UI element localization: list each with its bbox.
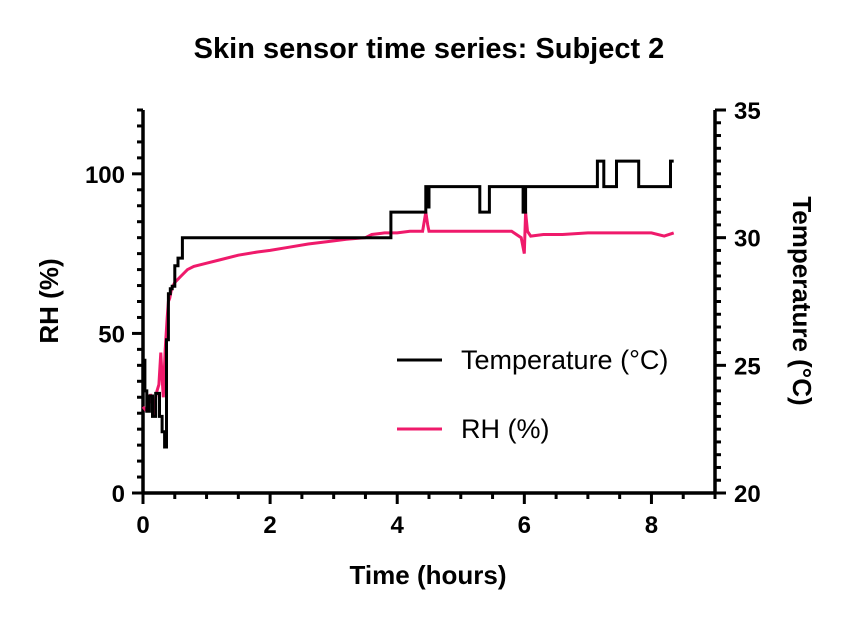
x-tick-label: 0 [136, 512, 149, 539]
axes [141, 110, 717, 495]
x-tick-label: 4 [391, 512, 405, 539]
y-right-tick-label: 20 [734, 481, 761, 508]
legend-label-rh: RH (%) [461, 414, 550, 444]
x-tick-label: 2 [263, 512, 276, 539]
y-left-tick-label: 0 [112, 481, 125, 508]
tick-labels: 0 2 4 6 8 0 50 100 20 25 30 35 [85, 98, 761, 539]
y-left-tick-label: 100 [85, 162, 125, 189]
y-right-tick-label: 35 [734, 98, 761, 125]
x-tick-label: 6 [518, 512, 531, 539]
temperature-line [143, 159, 674, 449]
x-tick-label: 8 [645, 512, 658, 539]
y-axis-right-label: Temperature (°C) [787, 196, 817, 405]
tick-marks [132, 108, 726, 504]
legend: Temperature (°C) RH (%) [397, 345, 668, 444]
rh-line [141, 211, 675, 417]
y-axis-left-label: RH (%) [34, 258, 64, 343]
y-left-tick-label: 50 [98, 321, 125, 348]
y-right-tick-label: 25 [734, 353, 761, 380]
x-axis-label: Time (hours) [350, 560, 507, 590]
chart-title: Skin sensor time series: Subject 2 [194, 33, 665, 65]
series-lines [141, 159, 675, 449]
y-right-tick-label: 30 [734, 226, 761, 253]
legend-label-temperature: Temperature (°C) [461, 345, 668, 375]
